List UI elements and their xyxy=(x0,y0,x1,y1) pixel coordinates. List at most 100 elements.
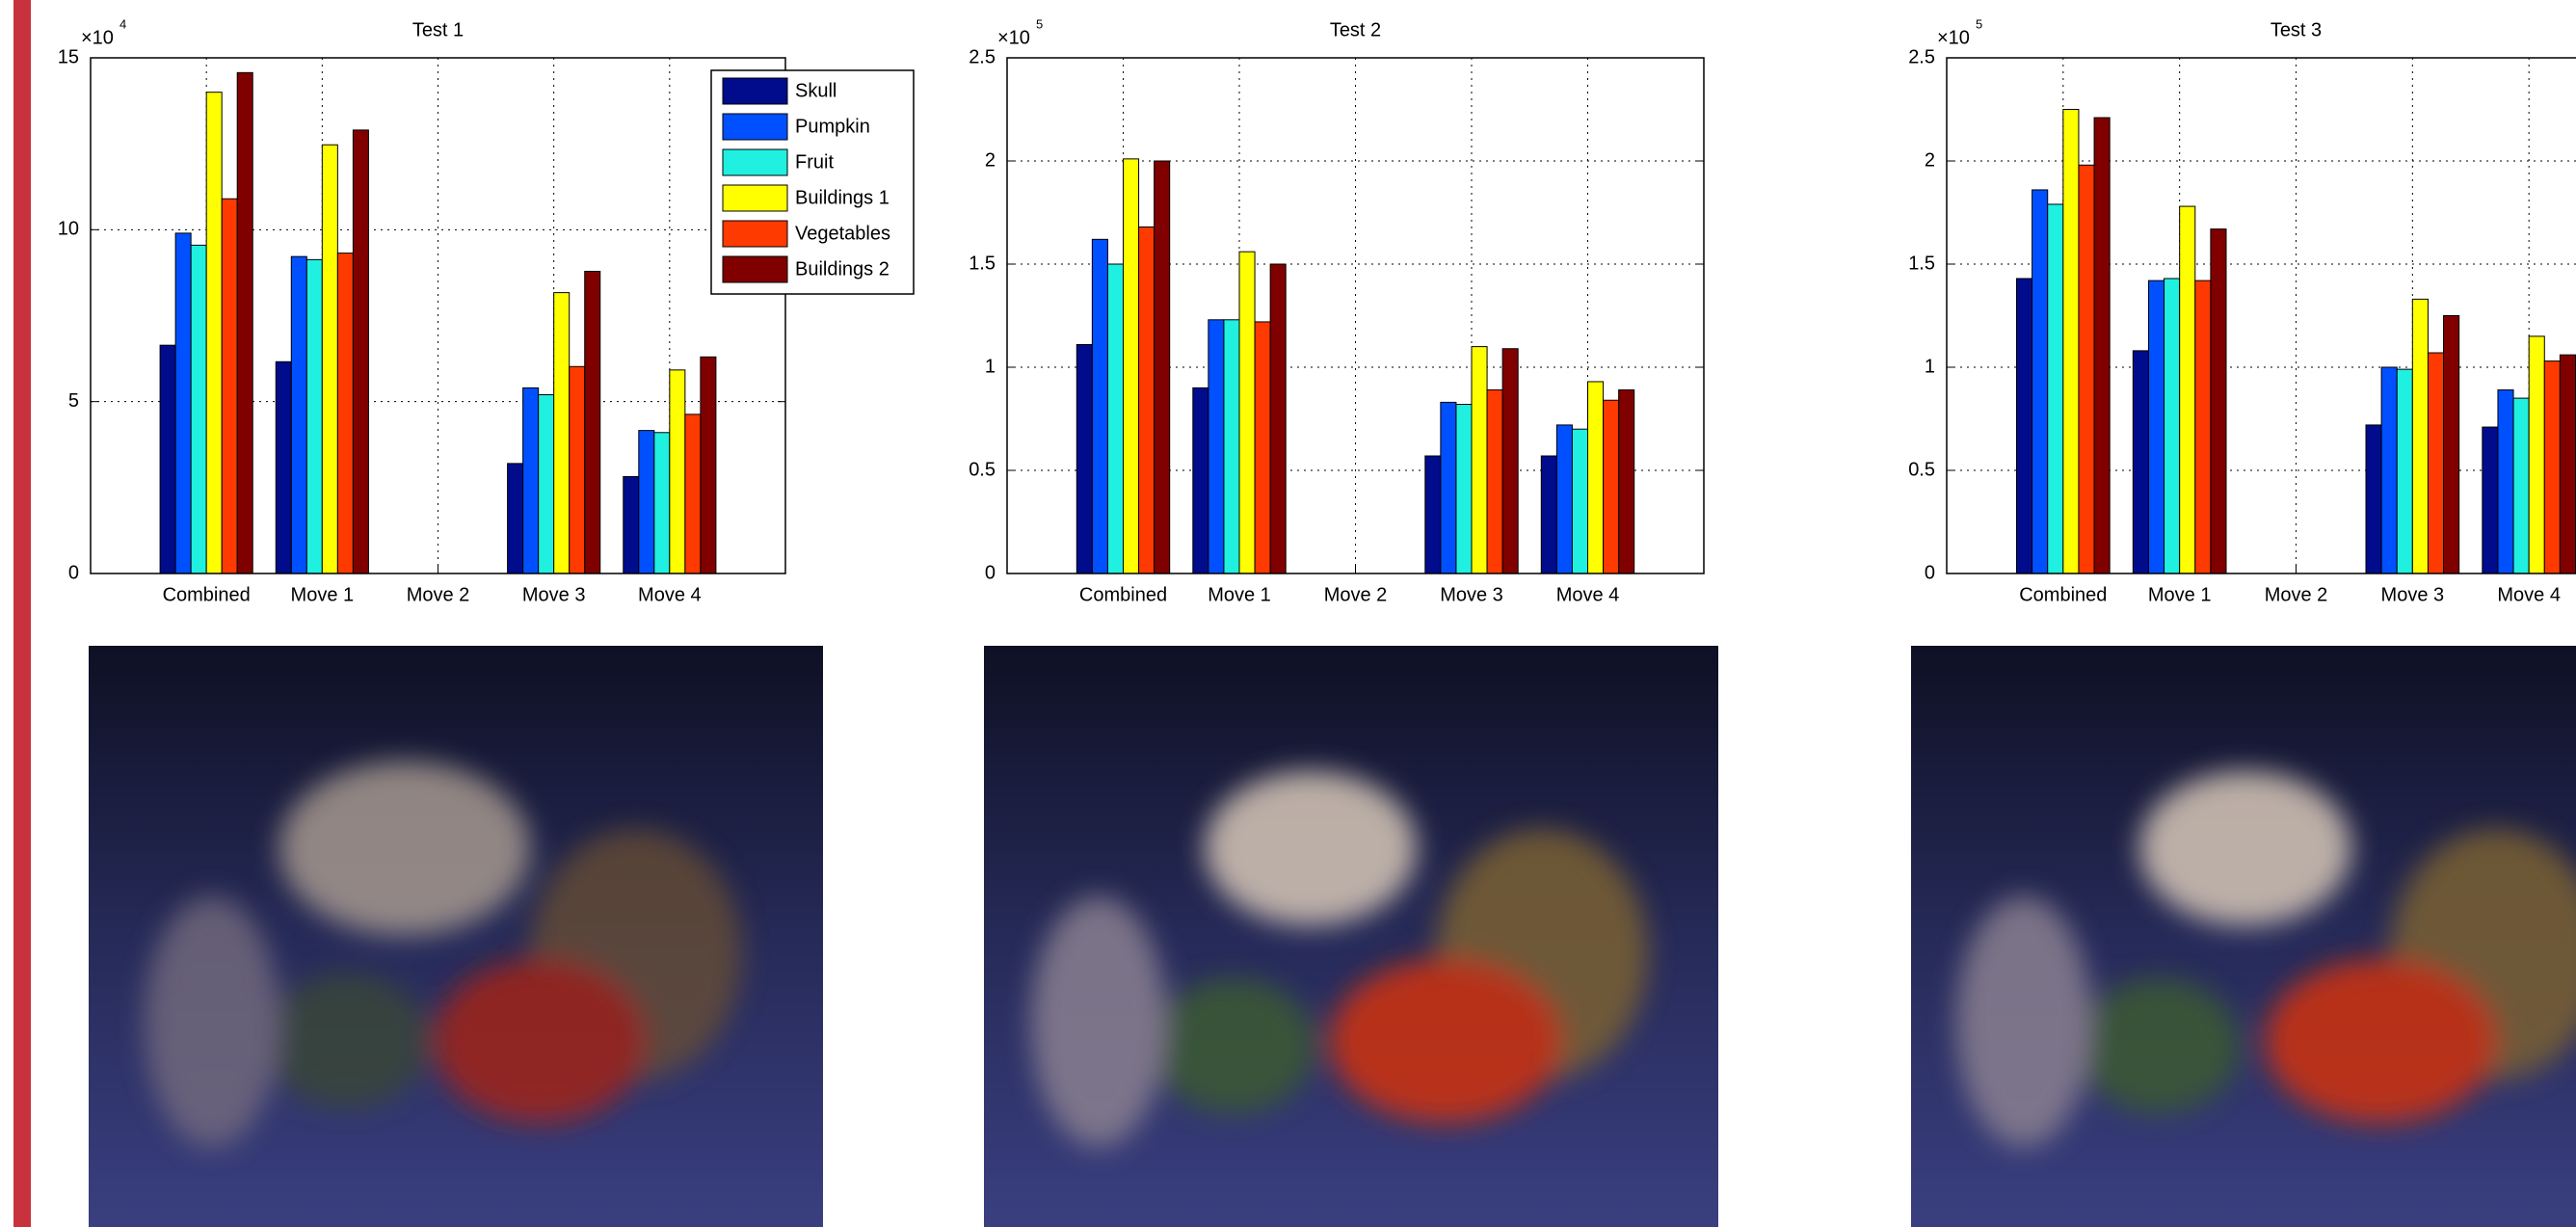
y-multiplier: ×10 xyxy=(81,27,114,48)
legend-swatch xyxy=(722,77,788,105)
axes-box xyxy=(90,57,786,574)
x-tick-label: Move 3 xyxy=(1440,584,1503,605)
bar xyxy=(1571,428,1589,574)
bar xyxy=(1091,238,1108,574)
y-multiplier-exponent: 5 xyxy=(1976,16,1982,31)
chart-title: Test 3 xyxy=(2271,19,2322,40)
bar xyxy=(1192,387,1209,574)
bar xyxy=(669,369,686,574)
bar xyxy=(336,253,354,574)
bar xyxy=(159,344,176,574)
legend-label: Buildings 2 xyxy=(795,258,890,280)
bar xyxy=(190,244,207,574)
bar xyxy=(290,255,307,574)
bar xyxy=(352,129,369,574)
x-tick-label: Move 2 xyxy=(2265,584,2328,605)
x-tick-label: Move 1 xyxy=(2148,584,2212,605)
bar xyxy=(2411,298,2429,574)
y-tick-label: 1 xyxy=(985,356,996,377)
bar xyxy=(2482,426,2499,574)
bar xyxy=(2528,335,2545,574)
bar xyxy=(1269,263,1287,574)
x-tick-label: Move 4 xyxy=(638,584,702,605)
legend-swatch xyxy=(722,184,788,212)
y-tick-label: 5 xyxy=(68,390,79,412)
bar xyxy=(1440,401,1457,574)
bar xyxy=(584,270,601,574)
bar xyxy=(2559,354,2576,574)
bar xyxy=(2380,366,2398,574)
bar xyxy=(2512,397,2530,574)
bar xyxy=(221,198,238,574)
y-tick-label: 0 xyxy=(1925,562,1935,583)
bar xyxy=(2194,280,2212,574)
photo xyxy=(984,646,1718,1227)
chart-title: Test 1 xyxy=(412,19,464,40)
y-tick-label: 2.5 xyxy=(1908,46,1935,67)
bar xyxy=(2210,228,2227,574)
y-tick-label: 1 xyxy=(1925,356,1935,377)
bar xyxy=(2062,109,2080,574)
bar xyxy=(1540,455,1557,574)
bar xyxy=(623,475,640,574)
x-tick-label: Move 2 xyxy=(407,584,470,605)
y-tick-label: 0 xyxy=(68,562,79,583)
legend-label: Vegetables xyxy=(795,223,890,244)
x-tick-label: Move 4 xyxy=(2497,584,2561,605)
bar xyxy=(2365,424,2382,574)
bar xyxy=(2016,278,2033,574)
bar xyxy=(236,71,253,574)
y-tick-label: 0.5 xyxy=(969,459,996,480)
bar xyxy=(1123,158,1140,574)
bar xyxy=(700,356,717,574)
bar xyxy=(2093,117,2111,574)
bar xyxy=(2047,203,2064,574)
bar xyxy=(538,394,555,574)
bar xyxy=(569,365,586,574)
bar xyxy=(1138,226,1155,574)
y-tick-label: 0.5 xyxy=(1908,459,1935,480)
bar xyxy=(684,413,702,574)
bar xyxy=(1603,399,1620,574)
bar xyxy=(1106,263,1125,574)
bar xyxy=(1501,348,1519,574)
bar xyxy=(2497,389,2514,574)
bar xyxy=(1618,389,1635,574)
bar xyxy=(2179,205,2196,574)
x-tick-label: Move 4 xyxy=(1556,584,1620,605)
axes-box xyxy=(1946,57,2576,574)
legend-label: Buildings 1 xyxy=(795,187,890,208)
bar xyxy=(653,432,671,574)
bar xyxy=(205,92,223,574)
axes-box xyxy=(1006,57,1705,574)
y-tick-label: 1.5 xyxy=(969,253,996,274)
bar xyxy=(2396,368,2413,574)
bar xyxy=(1254,321,1271,574)
bar xyxy=(1424,455,1442,574)
bar xyxy=(2543,360,2561,574)
y-tick-label: 0 xyxy=(985,562,996,583)
y-multiplier: ×10 xyxy=(997,27,1030,48)
bar xyxy=(321,144,338,574)
legend-swatch xyxy=(722,220,788,248)
x-tick-label: Move 1 xyxy=(1208,584,1271,605)
legend-swatch xyxy=(722,148,788,176)
bar xyxy=(174,232,192,574)
photo xyxy=(89,646,823,1227)
bar xyxy=(1471,346,1488,574)
x-tick-label: Move 2 xyxy=(1324,584,1388,605)
y-tick-label: 10 xyxy=(58,219,79,240)
bar xyxy=(1076,343,1093,574)
x-tick-label: Combined xyxy=(1079,584,1167,605)
bar xyxy=(2164,278,2181,574)
y-tick-label: 2 xyxy=(985,149,996,171)
bar xyxy=(2032,189,2049,574)
x-tick-label: Combined xyxy=(2019,584,2107,605)
bar xyxy=(553,292,571,574)
chart-title: Test 2 xyxy=(1330,19,1381,40)
bar xyxy=(1587,381,1605,574)
chart: Test 1 ×10 4 0 5 10 15 Combined Move 1 Move 2 Move… xyxy=(58,16,915,605)
y-tick-label: 2.5 xyxy=(969,46,996,67)
